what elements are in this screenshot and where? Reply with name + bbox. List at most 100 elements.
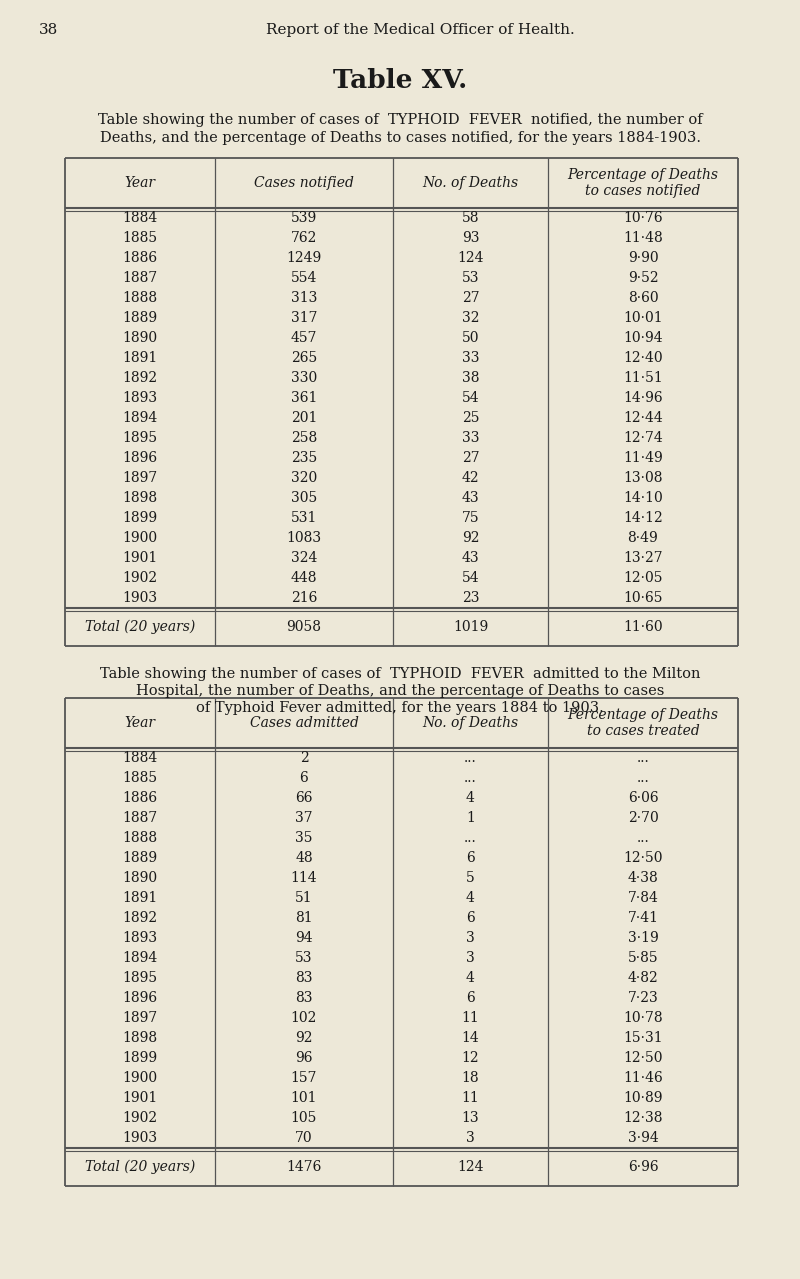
Text: Table showing the number of cases of  TYPHOID  FEVER  admitted to the Milton: Table showing the number of cases of TYP… [100,668,700,680]
Text: 5·85: 5·85 [628,952,658,964]
Text: 13·27: 13·27 [623,551,663,565]
Text: 2·70: 2·70 [628,811,658,825]
Text: 4·82: 4·82 [628,971,658,985]
Text: 12·50: 12·50 [623,851,662,865]
Text: 12·74: 12·74 [623,431,663,445]
Text: 1891: 1891 [122,891,158,906]
Text: 1903: 1903 [122,591,158,605]
Text: 313: 313 [291,292,317,304]
Text: 11·60: 11·60 [623,620,663,634]
Text: 1903: 1903 [122,1131,158,1145]
Text: 54: 54 [462,391,479,405]
Text: 216: 216 [291,591,317,605]
Text: 14: 14 [462,1031,479,1045]
Text: 105: 105 [291,1111,317,1126]
Text: 1893: 1893 [122,931,158,945]
Text: 157: 157 [290,1071,318,1085]
Text: 1892: 1892 [122,371,158,385]
Text: Year: Year [125,177,155,191]
Text: 96: 96 [295,1051,313,1065]
Text: 1: 1 [466,811,475,825]
Text: 1886: 1886 [122,251,158,265]
Text: 258: 258 [291,431,317,445]
Text: 53: 53 [295,952,313,964]
Text: 1902: 1902 [122,570,158,585]
Text: 48: 48 [295,851,313,865]
Text: 10·65: 10·65 [623,591,662,605]
Text: 201: 201 [291,411,317,425]
Text: 70: 70 [295,1131,313,1145]
Text: Total (20 years): Total (20 years) [85,1160,195,1174]
Text: 11·48: 11·48 [623,231,663,246]
Text: 53: 53 [462,271,479,285]
Text: 4·38: 4·38 [628,871,658,885]
Text: 4: 4 [466,891,475,906]
Text: 1902: 1902 [122,1111,158,1126]
Text: 6·96: 6·96 [628,1160,658,1174]
Text: 361: 361 [291,391,317,405]
Text: Table showing the number of cases of  TYPHOID  FEVER  notified, the number of: Table showing the number of cases of TYP… [98,113,702,127]
Text: 7·23: 7·23 [628,991,658,1005]
Text: 10·94: 10·94 [623,331,663,345]
Text: 1899: 1899 [122,1051,158,1065]
Text: 38: 38 [462,371,479,385]
Text: 1884: 1884 [122,751,158,765]
Text: 6: 6 [466,911,475,925]
Text: 12·44: 12·44 [623,411,663,425]
Text: 235: 235 [291,451,317,466]
Text: 11·51: 11·51 [623,371,663,385]
Text: 12·05: 12·05 [623,570,662,585]
Text: 1894: 1894 [122,411,158,425]
Text: 317: 317 [290,311,318,325]
Text: 9058: 9058 [286,620,322,634]
Text: 3·94: 3·94 [628,1131,658,1145]
Text: 1895: 1895 [122,971,158,985]
Text: 4: 4 [466,790,475,804]
Text: 10·89: 10·89 [623,1091,662,1105]
Text: of Typhoid Fever admitted, for the years 1884 to 1903.: of Typhoid Fever admitted, for the years… [196,701,604,715]
Text: 1900: 1900 [122,531,158,545]
Text: 124: 124 [458,251,484,265]
Text: Total (20 years): Total (20 years) [85,620,195,634]
Text: 330: 330 [291,371,317,385]
Text: 14·10: 14·10 [623,491,663,505]
Text: 75: 75 [462,512,479,524]
Text: 320: 320 [291,471,317,485]
Text: 124: 124 [458,1160,484,1174]
Text: 27: 27 [462,292,479,304]
Text: 38: 38 [38,23,58,37]
Text: 33: 33 [462,350,479,365]
Text: 6: 6 [466,991,475,1005]
Text: 33: 33 [462,431,479,445]
Text: ...: ... [464,751,477,765]
Text: 448: 448 [290,570,318,585]
Text: 12·50: 12·50 [623,1051,662,1065]
Text: 1900: 1900 [122,1071,158,1085]
Text: 23: 23 [462,591,479,605]
Text: 1891: 1891 [122,350,158,365]
Text: No. of Deaths: No. of Deaths [422,716,518,730]
Text: Hospital, the number of Deaths, and the percentage of Deaths to cases: Hospital, the number of Deaths, and the … [136,684,664,698]
Text: 11·49: 11·49 [623,451,663,466]
Text: 531: 531 [291,512,317,524]
Text: 1896: 1896 [122,991,158,1005]
Text: Cases admitted: Cases admitted [250,716,358,730]
Text: 11: 11 [462,1091,479,1105]
Text: 265: 265 [291,350,317,365]
Text: 5: 5 [466,871,475,885]
Text: 1899: 1899 [122,512,158,524]
Text: 42: 42 [462,471,479,485]
Text: 1901: 1901 [122,1091,158,1105]
Text: 1888: 1888 [122,292,158,304]
Text: 8·49: 8·49 [628,531,658,545]
Text: 83: 83 [295,971,313,985]
Text: ...: ... [637,771,650,785]
Text: 25: 25 [462,411,479,425]
Text: 1889: 1889 [122,851,158,865]
Text: 2: 2 [300,751,308,765]
Text: 54: 54 [462,570,479,585]
Text: 3·19: 3·19 [628,931,658,945]
Text: 305: 305 [291,491,317,505]
Text: 51: 51 [295,891,313,906]
Text: to cases notified: to cases notified [586,184,701,198]
